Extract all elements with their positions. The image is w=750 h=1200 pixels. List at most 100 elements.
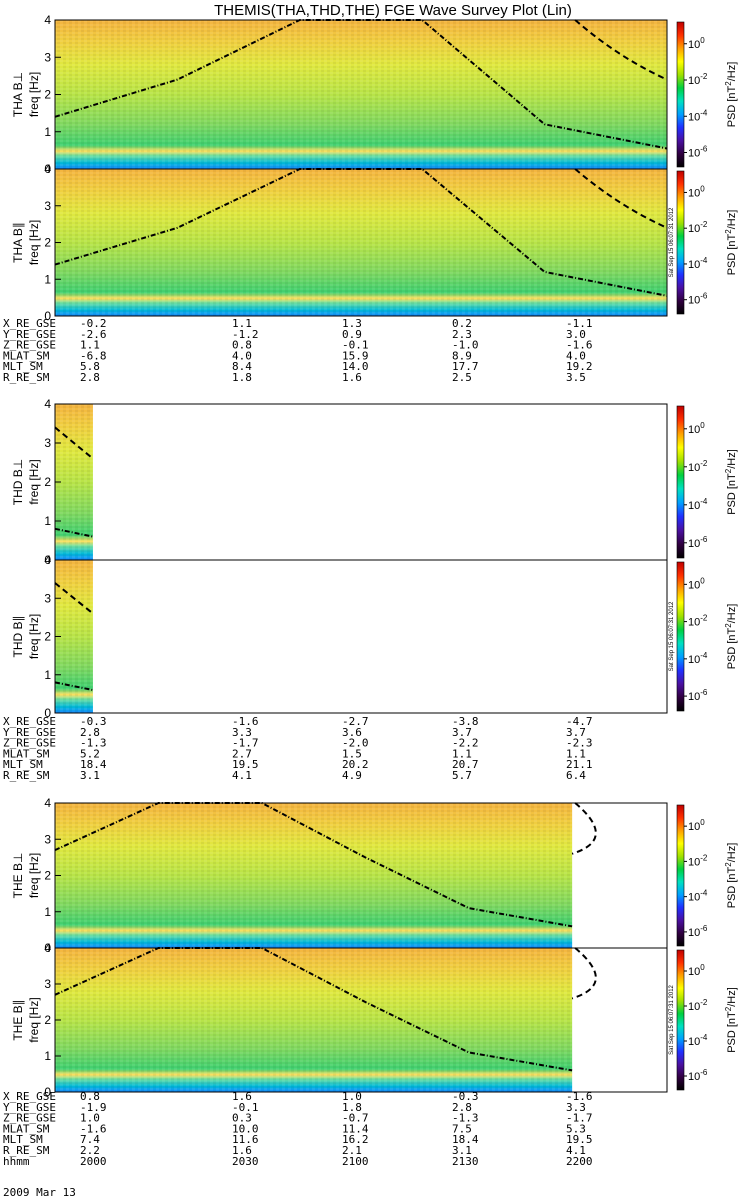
ephem-value: 8.9	[452, 349, 472, 362]
ephem-value: 2100	[342, 1155, 369, 1168]
panel-thd-bperp: 0 1 2 3 4 THD B⊥ freq [Hz] 100 10-2 10-4 10-6 PSD […	[11, 397, 738, 567]
colorbar-label: PSD [nT2/Hz]	[724, 843, 738, 909]
component-label: THE B∥	[11, 999, 25, 1040]
y-tick-label: 1	[44, 905, 51, 919]
ephem-value: 0.9	[342, 328, 362, 341]
ephem-row-name: Y_RE_GSE	[3, 328, 56, 341]
y-tick-label: 3	[44, 199, 51, 213]
colorbar-tick-label: 10-4	[688, 1033, 708, 1048]
ephem-value: 4.0	[232, 349, 252, 362]
ephem-value: -1.7	[566, 1112, 593, 1125]
colorbar-tick-label: 100	[688, 36, 705, 51]
colorbar-tick-label: 10-4	[688, 651, 708, 666]
ephem-value: 2.2	[80, 1144, 100, 1157]
y-tick-label: 4	[44, 13, 51, 27]
ephem-value: -2.2	[452, 737, 479, 750]
colorbar-tick-label: 10-2	[688, 853, 708, 868]
ephemeris-the: X_RE_GSE 0.8 1.6 1.0 -0.3 -1.6 Y_RE_GSE -1.9 -0.…	[3, 1090, 593, 1168]
ephem-row-name: R_RE_SM	[3, 1144, 50, 1157]
ephem-value: 2.7	[232, 747, 252, 760]
ephem-row-name: Y_RE_GSE	[3, 1101, 56, 1114]
date-label: 2009 Mar 13	[3, 1186, 76, 1199]
spectrogram-texture	[55, 404, 93, 560]
colorbar	[676, 949, 685, 1091]
ephem-row-name: X_RE_GSE	[3, 1090, 56, 1103]
y-tick-label: 0	[44, 553, 51, 567]
ephem-value: 2.5	[452, 371, 472, 384]
ephem-value: 16.2	[342, 1133, 369, 1146]
colorbar-tick-label: 10-4	[688, 889, 708, 904]
ephem-value: 5.2	[80, 747, 100, 760]
ephem-row-name: Z_RE_GSE	[3, 737, 56, 750]
spectrogram-texture	[55, 948, 573, 1092]
component-label: THA B∥	[11, 222, 25, 263]
y-tick-label: 2	[44, 236, 51, 250]
y-tick-label: 3	[44, 436, 51, 450]
ephem-value: -1.3	[80, 737, 107, 750]
ephem-value: 7.4	[80, 1133, 100, 1146]
ephem-value: -2.7	[342, 715, 369, 728]
colorbar-tick-label: 10-4	[688, 108, 708, 123]
overlay-line-dashed-1	[574, 19, 668, 81]
ephem-value: 18.4	[80, 758, 107, 771]
y-axis-label: freq [Hz]	[27, 853, 41, 898]
ephem-value: 3.6	[342, 726, 362, 739]
ephem-value: -0.3	[452, 1090, 479, 1103]
ephem-value: -2.6	[80, 328, 107, 341]
ephem-value: -2.3	[566, 737, 593, 750]
ephem-row-name: MLAT_SM	[3, 1122, 50, 1135]
y-tick-label: 0	[44, 1085, 51, 1099]
colorbar-tick-label: 10-2	[688, 72, 708, 87]
ephem-row-name: MLT_SM	[3, 1133, 43, 1146]
ephem-row-name: R_RE_SM	[3, 371, 50, 384]
ephem-row-name: X_RE_GSE	[3, 317, 56, 330]
ephem-row-name: X_RE_GSE	[3, 715, 56, 728]
ephem-value: 5.8	[80, 360, 100, 373]
colorbar-label: PSD [nT2/Hz]	[724, 987, 738, 1053]
colorbar-tick-label: 10-2	[688, 459, 708, 474]
ephem-value: 0.8	[232, 339, 252, 352]
ephem-value: -1.3	[452, 1112, 479, 1125]
ephem-value: 2.8	[80, 726, 100, 739]
overlay-line-dashed-1	[571, 802, 597, 855]
overlay-line-dashed-1	[54, 426, 94, 460]
ephem-value: 2.8	[452, 1101, 472, 1114]
ephem-row-name: MLAT_SM	[3, 747, 50, 760]
ephem-value: 1.8	[232, 371, 252, 384]
ephem-value: 6.4	[566, 769, 586, 782]
panel-the-bpar: 0 1 2 3 4 THE B∥ freq [Hz] 100 10-2 10-4 10-6 PSD […	[11, 941, 738, 1099]
ephem-value: 8.4	[232, 360, 252, 373]
ephemeris-tha: X_RE_GSE -0.2 1.1 1.3 0.2 -1.1 Y_RE_GSE -2.6 -1.…	[3, 317, 593, 384]
ephem-value: -2.0	[342, 737, 369, 750]
colorbar-tick-label: 10-6	[688, 535, 708, 550]
panel-tha-bpar: 0 1 2 3 4 THA B∥ freq [Hz] 100 10-2 10-4 10-6 PSD […	[11, 162, 738, 323]
ephem-value: -1.9	[80, 1101, 107, 1114]
overlay-line-dashed-1	[54, 582, 94, 615]
ephem-value: 0.2	[452, 317, 472, 330]
ephem-value: 4.1	[232, 769, 252, 782]
colorbar-label: PSD [nT2/Hz]	[724, 62, 738, 128]
y-tick-label: 2	[44, 630, 51, 644]
ephem-value: 2000	[80, 1155, 107, 1168]
colorbar-tick-label: 10-6	[688, 145, 708, 160]
ephem-value: -6.8	[80, 349, 107, 362]
ephem-value: -0.7	[342, 1112, 369, 1125]
ephem-value: 11.4	[342, 1122, 369, 1135]
overlay-line-dashed-1	[571, 947, 597, 1000]
spectrogram-texture	[55, 20, 667, 169]
colorbar-tick-label: 10-4	[688, 256, 708, 271]
y-tick-label: 3	[44, 977, 51, 991]
ephem-value: 1.6	[232, 1090, 252, 1103]
ephem-value: 3.7	[566, 726, 586, 739]
overlay-line-dashdot-0	[54, 527, 94, 538]
y-tick-label: 2	[44, 1013, 51, 1027]
ephem-value: 1.0	[80, 1112, 100, 1125]
ephem-row-name: MLAT_SM	[3, 349, 50, 362]
timestamp-stamp: Sat Sep 15 06:07:31 2012	[669, 984, 675, 1054]
ephem-value: 11.6	[232, 1133, 259, 1146]
colorbar-tick-label: 100	[688, 576, 705, 591]
y-tick-label: 1	[44, 668, 51, 682]
panel-tha-bperp: 0 1 2 3 4 THA B⊥ freq [Hz] 100 10-2 10-4 10-6 PSD […	[11, 13, 738, 176]
